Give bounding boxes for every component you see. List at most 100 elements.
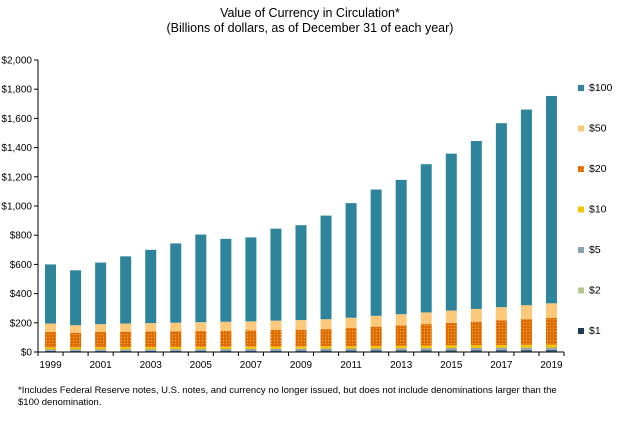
bar-2002-usd50	[120, 323, 132, 332]
bar-2007-usd10	[245, 346, 257, 349]
bar-2016-usd50	[470, 308, 482, 322]
bar-2003-usd50	[145, 323, 157, 332]
bar-2007-usd100	[245, 237, 257, 322]
bar-2019-usd20	[545, 317, 557, 345]
legend-label: $100	[589, 82, 613, 94]
bar-2012-usd50	[370, 315, 382, 327]
bar-2012-usd10	[370, 345, 382, 349]
bar-stack-2013	[395, 179, 407, 352]
bar-stack-2019	[545, 95, 557, 352]
bar-2004-usd5	[170, 349, 182, 351]
bar-2014-usd100	[420, 164, 432, 313]
bar-2005-usd5	[195, 349, 207, 351]
bar-2010-usd1	[320, 350, 332, 352]
bar-2013-usd10	[395, 345, 407, 349]
bar-2007-usd50	[245, 321, 257, 331]
bar-2000-usd1	[70, 350, 82, 352]
bar-2008-usd5	[270, 348, 282, 351]
legend: $100 $50 $20 $10 $5 $2 $1	[578, 82, 613, 337]
bar-2000-usd100	[70, 270, 82, 326]
bar-2010-usd10	[320, 346, 332, 349]
bar-2017-usd100	[495, 123, 507, 308]
bar-2016-usd1	[470, 350, 482, 352]
bar-2009-usd10	[295, 346, 307, 349]
bar-1999-usd20	[45, 332, 57, 348]
bar-2011-usd100	[345, 203, 357, 318]
bar-2006-usd100	[220, 238, 232, 322]
x-tick-label: 2007	[240, 360, 263, 371]
bar-2008-usd10	[270, 346, 282, 349]
legend-label: $5	[589, 244, 601, 256]
bar-2002-usd20	[120, 331, 132, 348]
bar-2016-usd5	[470, 347, 482, 350]
bar-2015-usd5	[445, 348, 457, 350]
y-tick-label: $600	[10, 260, 33, 271]
y-axis: $0 $200 $400 $600 $800 $1,000 $1,200 $1,400 $1,6…	[1, 56, 39, 359]
bar-2019-usd1	[545, 350, 557, 352]
x-tick-label: 2015	[440, 360, 463, 371]
bar-stack-1999	[45, 264, 57, 352]
bar-2018-usd100	[520, 109, 532, 306]
bar-1999-usd1	[45, 350, 57, 352]
bar-1999-usd100	[45, 264, 57, 324]
bar-2003-usd10	[145, 347, 157, 350]
bar-stack-2017	[495, 123, 507, 352]
bar-2013-usd100	[395, 179, 407, 315]
bar-2007-usd20	[245, 330, 257, 347]
bar-2001-usd100	[95, 262, 107, 325]
bar-2014-usd20	[420, 324, 432, 346]
bar-2018-usd20	[520, 319, 532, 345]
bar-2014-usd5	[420, 348, 432, 351]
bar-2000-usd20	[70, 332, 82, 348]
bar-stack-2016	[470, 141, 482, 352]
bar-1999-usd5	[45, 349, 57, 351]
bar-2015-usd100	[445, 153, 457, 311]
bar-2000-usd5	[70, 349, 82, 351]
bar-2005-usd1	[195, 350, 207, 352]
bar-2016-usd10	[470, 345, 482, 348]
legend-item-usd20: $20	[578, 163, 607, 175]
legend-item-usd5: $5	[578, 244, 601, 256]
legend-label: $50	[589, 123, 607, 135]
bar-2012-usd20	[370, 326, 382, 346]
bar-stack-2000	[70, 270, 82, 352]
bar-stack-2005	[195, 234, 207, 352]
bar-2019-usd50	[545, 303, 557, 318]
legend-label: $2	[589, 285, 601, 297]
bar-2006-usd50	[220, 321, 232, 331]
bar-2018-usd50	[520, 305, 532, 320]
chart-title-block: Value of Currency in Circulation* (Billi…	[0, 6, 620, 36]
bar-2008-usd20	[270, 329, 282, 347]
chart-subtitle: (Billions of dollars, as of December 31 …	[166, 21, 454, 35]
legend-item-usd100: $100	[578, 82, 613, 94]
bar-2013-usd1	[395, 350, 407, 352]
legend-item-usd50: $50	[578, 123, 607, 135]
bar-2015-usd10	[445, 345, 457, 349]
bar-2007-usd1	[245, 350, 257, 352]
bar-2002-usd5	[120, 349, 132, 351]
bar-2017-usd1	[495, 350, 507, 352]
x-tick-label: 2011	[340, 360, 362, 371]
bar-2002-usd100	[120, 256, 132, 324]
bar-2000-usd10	[70, 347, 82, 350]
legend-label: $1	[589, 325, 601, 337]
bar-2019-usd100	[545, 95, 557, 304]
bar-2006-usd10	[220, 346, 232, 350]
bar-2006-usd20	[220, 330, 232, 347]
bar-2013-usd5	[395, 348, 407, 351]
bar-2006-usd5	[220, 349, 232, 351]
y-tick-label: $1,200	[1, 172, 32, 183]
bar-stack-2012	[370, 189, 382, 352]
y-tick-label: $800	[10, 231, 33, 242]
bar-2009-usd100	[295, 225, 307, 321]
bar-2001-usd5	[95, 349, 107, 351]
legend-item-usd10: $10	[578, 204, 607, 216]
footnote: *Includes Federal Reserve notes, U.S. no…	[18, 385, 557, 408]
x-tick-label: 1999	[39, 360, 62, 371]
legend-swatch	[578, 328, 584, 334]
bar-2005-usd100	[195, 234, 207, 323]
bar-2018-usd1	[520, 350, 532, 352]
bar-2007-usd5	[245, 348, 257, 351]
bar-2011-usd50	[345, 317, 357, 328]
